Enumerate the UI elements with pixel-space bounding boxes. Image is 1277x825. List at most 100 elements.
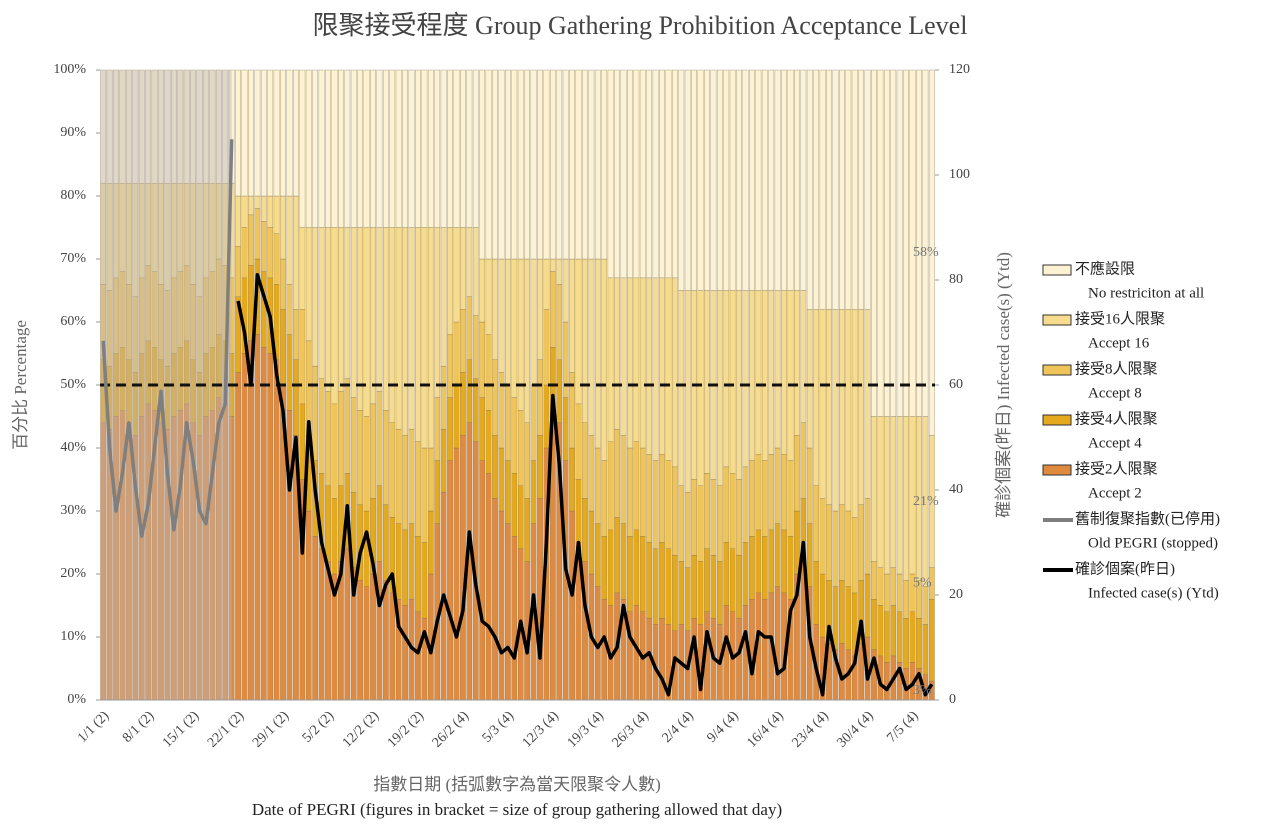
bar-segment bbox=[601, 460, 608, 537]
bar-segment bbox=[402, 529, 408, 606]
bar-segment bbox=[684, 69, 691, 291]
x-tick-label: 26/2 (4) bbox=[430, 708, 472, 750]
bar-segment bbox=[235, 195, 241, 247]
bar-segment bbox=[659, 542, 665, 619]
bar-segment bbox=[344, 227, 351, 379]
bar-segment bbox=[736, 554, 742, 619]
bar-segment bbox=[575, 403, 582, 480]
bar-segment bbox=[794, 510, 800, 575]
y2-tick-label: 60 bbox=[949, 377, 963, 392]
bar-segment bbox=[273, 233, 280, 285]
bar-segment bbox=[723, 290, 730, 468]
bar-segment bbox=[704, 548, 710, 612]
bar-segment bbox=[331, 403, 338, 499]
bar-segment bbox=[652, 277, 659, 461]
bar-segment bbox=[896, 69, 903, 417]
bar-segment bbox=[922, 624, 929, 675]
bar-segment bbox=[755, 529, 762, 594]
bar-segment bbox=[806, 523, 813, 587]
bar-segment bbox=[453, 321, 460, 386]
bar-segment bbox=[710, 69, 717, 291]
bar-segment bbox=[813, 69, 820, 310]
bar-segment bbox=[267, 227, 274, 279]
legend-label: 接受4人限聚 bbox=[1075, 410, 1158, 427]
bar-segment bbox=[697, 561, 704, 625]
bar-segment bbox=[883, 69, 890, 417]
bar-segment bbox=[781, 454, 787, 531]
bar-segment bbox=[607, 529, 614, 606]
bar-segment bbox=[800, 290, 807, 423]
bar-segment bbox=[864, 69, 871, 310]
bar-segment bbox=[813, 561, 820, 625]
bar-segment bbox=[742, 466, 749, 543]
bar-segment bbox=[286, 195, 293, 285]
bar-segment bbox=[440, 227, 447, 367]
chart-title: 限聚接受程度 Group Gathering Prohibition Accep… bbox=[313, 11, 968, 40]
bar-segment bbox=[691, 479, 697, 556]
bar-segment bbox=[511, 258, 518, 398]
bar-segment bbox=[768, 69, 775, 291]
bar-segment bbox=[736, 69, 742, 291]
legend-label-en: Accept 2 bbox=[1088, 485, 1142, 501]
bar-segment bbox=[704, 290, 710, 474]
bar-segment bbox=[659, 69, 665, 279]
bar-segment bbox=[453, 447, 460, 701]
legend-label-en: Accept 4 bbox=[1088, 435, 1142, 451]
bar-segment bbox=[794, 435, 800, 512]
bar-segment bbox=[395, 227, 402, 430]
bar-segment bbox=[665, 277, 672, 461]
bar-segment bbox=[749, 69, 755, 291]
bar-segment bbox=[260, 69, 267, 197]
bar-segment bbox=[729, 548, 736, 612]
bar-segment bbox=[318, 227, 325, 379]
bar-segment bbox=[331, 69, 338, 228]
bar-segment bbox=[890, 69, 897, 417]
bar-segment bbox=[858, 309, 864, 505]
bar-segment bbox=[537, 359, 543, 436]
bar-segment bbox=[235, 372, 241, 701]
bar-segment bbox=[845, 69, 852, 310]
bar-segment bbox=[511, 473, 518, 537]
bar-segment bbox=[286, 284, 293, 335]
bar-segment bbox=[145, 69, 152, 184]
bar-segment bbox=[434, 397, 441, 461]
bar-segment bbox=[402, 227, 408, 436]
bar-segment bbox=[382, 69, 389, 228]
bar-segment bbox=[466, 359, 473, 423]
bar-segment bbox=[235, 246, 241, 297]
bar-segment bbox=[543, 258, 550, 310]
x-axis-title: 指數日期 (括弧數字為當天限聚令人數) bbox=[373, 775, 661, 794]
bar-segment bbox=[877, 416, 884, 568]
bar-segment bbox=[453, 69, 460, 228]
bar-segment bbox=[235, 69, 241, 197]
bar-segment bbox=[415, 227, 421, 442]
bar-segment bbox=[421, 542, 428, 619]
bar-segment bbox=[697, 290, 704, 486]
bar-segment bbox=[132, 69, 139, 184]
bar-segment bbox=[672, 69, 678, 279]
bar-segment bbox=[177, 69, 184, 184]
bar-segment bbox=[639, 536, 646, 612]
bar-segment bbox=[485, 473, 492, 701]
bar-segment bbox=[652, 548, 659, 625]
bar-segment bbox=[248, 195, 254, 216]
bar-segment bbox=[517, 69, 524, 260]
bar-segment bbox=[126, 69, 132, 184]
bar-segment bbox=[627, 69, 633, 279]
bar-segment bbox=[293, 69, 299, 197]
bar-segment bbox=[421, 69, 428, 228]
bar-segment bbox=[357, 410, 363, 505]
bar-segment bbox=[350, 397, 357, 493]
bar-segment bbox=[382, 504, 389, 581]
bar-segment bbox=[241, 69, 248, 197]
bar-segment bbox=[697, 69, 704, 291]
bar-segment bbox=[299, 309, 306, 405]
bar-segment bbox=[312, 365, 319, 461]
bar-segment bbox=[582, 258, 588, 423]
bar-segment bbox=[421, 227, 428, 449]
y2-tick-label: 40 bbox=[949, 482, 963, 497]
bar-segment bbox=[293, 195, 299, 310]
bar-segment bbox=[723, 605, 730, 701]
bar-segment bbox=[761, 460, 768, 537]
bar-segment bbox=[485, 334, 492, 411]
